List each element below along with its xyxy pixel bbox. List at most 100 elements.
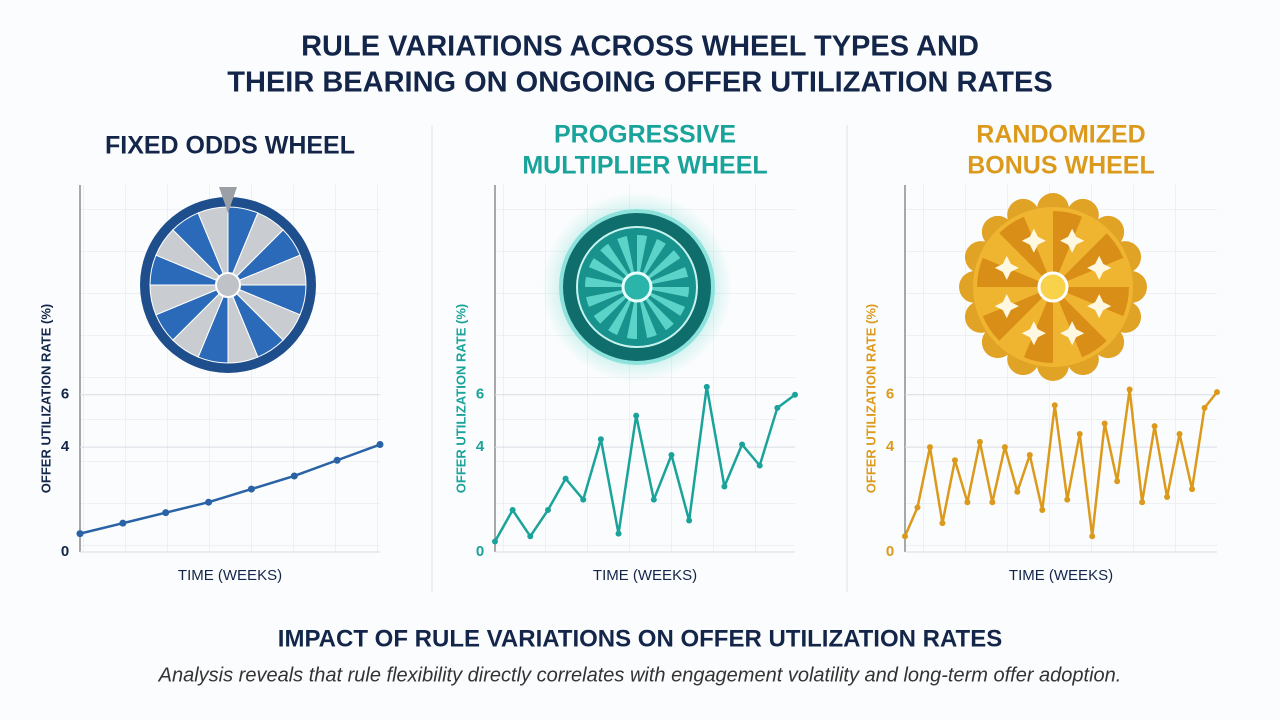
wheel-hub [215, 272, 241, 298]
data-point [1064, 496, 1071, 503]
wheel-segment [977, 257, 1053, 287]
data-point [290, 472, 298, 480]
data-point [1026, 452, 1033, 459]
y-axis-label: OFFER UTILIZATION RATE (%) [38, 304, 53, 493]
data-point [989, 499, 996, 506]
x-axis-label: TIME (WEEKS) [1009, 567, 1113, 584]
data-point [939, 520, 946, 527]
wheel-star [1060, 321, 1085, 346]
data-point [703, 383, 710, 390]
panel-title: FIXED ODDS WHEEL [105, 132, 355, 160]
data-point [597, 436, 604, 443]
wheel-star [1087, 255, 1112, 280]
wheel-segment [1053, 211, 1083, 287]
data-point [527, 533, 534, 540]
data-line [79, 443, 381, 535]
footer-heading: IMPACT OF RULE VARIATIONS ON OFFER UTILI… [278, 625, 1002, 652]
wheel-star [1021, 321, 1046, 346]
data-point [774, 404, 781, 411]
data-point [1001, 444, 1008, 451]
y-tick-label: 6 [61, 386, 69, 403]
data-point [633, 412, 640, 419]
data-point [562, 475, 569, 482]
data-point [739, 441, 746, 448]
data-point [902, 533, 908, 540]
data-point [1039, 507, 1046, 514]
x-axis-label: TIME (WEEKS) [593, 567, 697, 584]
data-point [1164, 493, 1171, 500]
data-point [247, 485, 255, 493]
wheel-star [1087, 294, 1112, 319]
data-point [1051, 402, 1058, 409]
panel-title: MULTIPLIER WHEEL [522, 152, 767, 180]
wheel-star [994, 294, 1019, 319]
data-point [1189, 486, 1196, 493]
data-point [964, 499, 971, 506]
data-point [1214, 389, 1220, 396]
data-point [926, 444, 933, 451]
data-point [1089, 533, 1096, 540]
data-point [492, 538, 498, 545]
wheel-star [1060, 228, 1085, 253]
y-tick-label: 4 [61, 438, 70, 455]
title-line: THEIR BEARING ON ONGOING OFFER UTILIZATI… [227, 67, 1052, 99]
title-line: RULE VARIATIONS ACROSS WHEEL TYPES AND [301, 31, 979, 63]
y-tick-label: 6 [476, 386, 484, 403]
panel-title: RANDOMIZED [976, 121, 1145, 149]
data-point [1151, 423, 1158, 430]
y-tick-label: 4 [476, 438, 485, 455]
data-point [1126, 386, 1133, 393]
data-line [493, 385, 796, 543]
y-tick-label: 4 [886, 438, 895, 455]
x-axis-label: TIME (WEEKS) [178, 567, 282, 584]
data-point [615, 530, 622, 537]
data-point [914, 504, 921, 511]
data-point [976, 438, 983, 445]
data-line [903, 388, 1218, 538]
panel-title: PROGRESSIVE [554, 121, 736, 149]
data-point [509, 507, 516, 514]
data-point [544, 507, 551, 514]
data-point [580, 496, 587, 503]
data-point [951, 457, 958, 464]
data-point [1076, 431, 1083, 438]
data-point [119, 519, 127, 527]
data-point [76, 530, 84, 538]
data-point [650, 496, 657, 503]
y-axis-label: OFFER UTILIZATION RATE (%) [453, 304, 468, 493]
wheel-hub [621, 271, 653, 303]
data-point [1139, 499, 1146, 506]
wheel-segment [1053, 233, 1124, 287]
footer-text: Analysis reveals that rule flexibility d… [158, 664, 1122, 686]
data-point [1114, 478, 1121, 485]
data-point [1176, 431, 1183, 438]
data-point [162, 509, 170, 517]
data-point [668, 452, 675, 459]
wheel-hub [1037, 271, 1069, 303]
data-point [333, 456, 341, 464]
wheel-star [1021, 228, 1046, 253]
wheel-segment [1053, 287, 1107, 358]
wheel-segment [982, 287, 1053, 341]
data-point [792, 391, 798, 398]
wheel-segment [1053, 287, 1129, 317]
y-axis-label: OFFER UTILIZATION RATE (%) [863, 304, 878, 493]
y-tick-label: 0 [886, 543, 894, 560]
wheel-star [994, 255, 1019, 280]
data-point [376, 441, 384, 449]
data-point [686, 517, 693, 524]
wheel-segment [999, 216, 1053, 287]
data-point [721, 483, 728, 490]
data-point [205, 498, 213, 506]
wheel-pointer [219, 187, 237, 213]
data-point [1201, 404, 1208, 411]
y-tick-label: 6 [886, 386, 894, 403]
y-tick-label: 0 [476, 543, 484, 560]
y-tick-label: 0 [61, 543, 69, 560]
data-point [1014, 488, 1021, 495]
panel-title: BONUS WHEEL [967, 152, 1155, 180]
data-point [1101, 420, 1108, 427]
wheel-segment [1023, 287, 1053, 363]
panels: FIXED ODDS WHEEL 6 4 0 OFFER UTILIZATION RAT… [38, 121, 1220, 584]
